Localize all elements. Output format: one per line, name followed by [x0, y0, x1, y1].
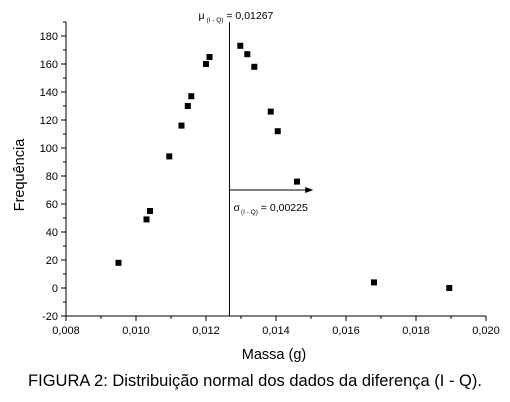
plot-frame — [65, 22, 486, 317]
data-point — [166, 153, 173, 160]
data-point — [294, 178, 300, 185]
y-tick-label: 100 — [40, 143, 58, 155]
y-tick-label: 40 — [46, 227, 58, 239]
x-tick-label: 0,018 — [402, 325, 430, 337]
x-tick-label: 0,012 — [192, 325, 220, 337]
x-tick-label: 0,020 — [472, 325, 500, 337]
y-tick-label: 140 — [40, 87, 58, 99]
data-point — [206, 54, 213, 60]
data-point — [115, 259, 122, 266]
data-point — [371, 279, 377, 286]
sigma-label: σ(I - Q) = 0,00225 — [233, 202, 308, 216]
y-tick-label: 80 — [46, 171, 58, 183]
data-point — [267, 108, 274, 115]
data-point — [184, 103, 191, 109]
x-tick-label: 0,008 — [52, 325, 80, 337]
data-point — [143, 216, 150, 223]
sigma-arrowhead — [305, 187, 314, 193]
y-tick-label: 120 — [40, 115, 58, 127]
x-axis-title: Massa (g) — [242, 347, 306, 363]
y-tick-label: 180 — [40, 31, 58, 43]
data-point — [244, 51, 251, 58]
y-tick-label: 0 — [52, 283, 58, 295]
data-point — [251, 63, 258, 70]
data-points — [115, 42, 453, 291]
data-point — [147, 208, 153, 214]
mean-label: μ (I - Q) = 0,01267 — [198, 10, 273, 24]
data-point — [203, 61, 209, 67]
x-tick-label: 0,010 — [122, 325, 150, 337]
y-tick-label: 160 — [40, 59, 58, 71]
x-axis: 0,008 0,010 0,012 0,014 0,016 0,018 0,020 — [52, 316, 500, 337]
y-tick-label: 60 — [46, 199, 58, 211]
annotation-layer: μ (I - Q) = 0,01267 σ(I - Q) = 0,00225 — [198, 10, 314, 316]
figure-caption: FIGURA 2: Distribuição normal dos dados … — [28, 372, 482, 390]
x-tick-label: 0,016 — [332, 325, 360, 337]
data-point — [446, 285, 453, 291]
y-tick-label: -20 — [42, 311, 58, 323]
y-tick-label: 20 — [46, 255, 58, 267]
y-axis-title: Frequência — [12, 138, 28, 211]
x-tick-label: 0,014 — [262, 325, 290, 337]
data-point — [188, 93, 195, 100]
y-axis: -20 0 20 40 60 80 100 120 140 160 180 — [40, 21, 66, 323]
data-point — [274, 128, 281, 135]
data-point — [178, 122, 185, 129]
data-point — [237, 42, 244, 49]
